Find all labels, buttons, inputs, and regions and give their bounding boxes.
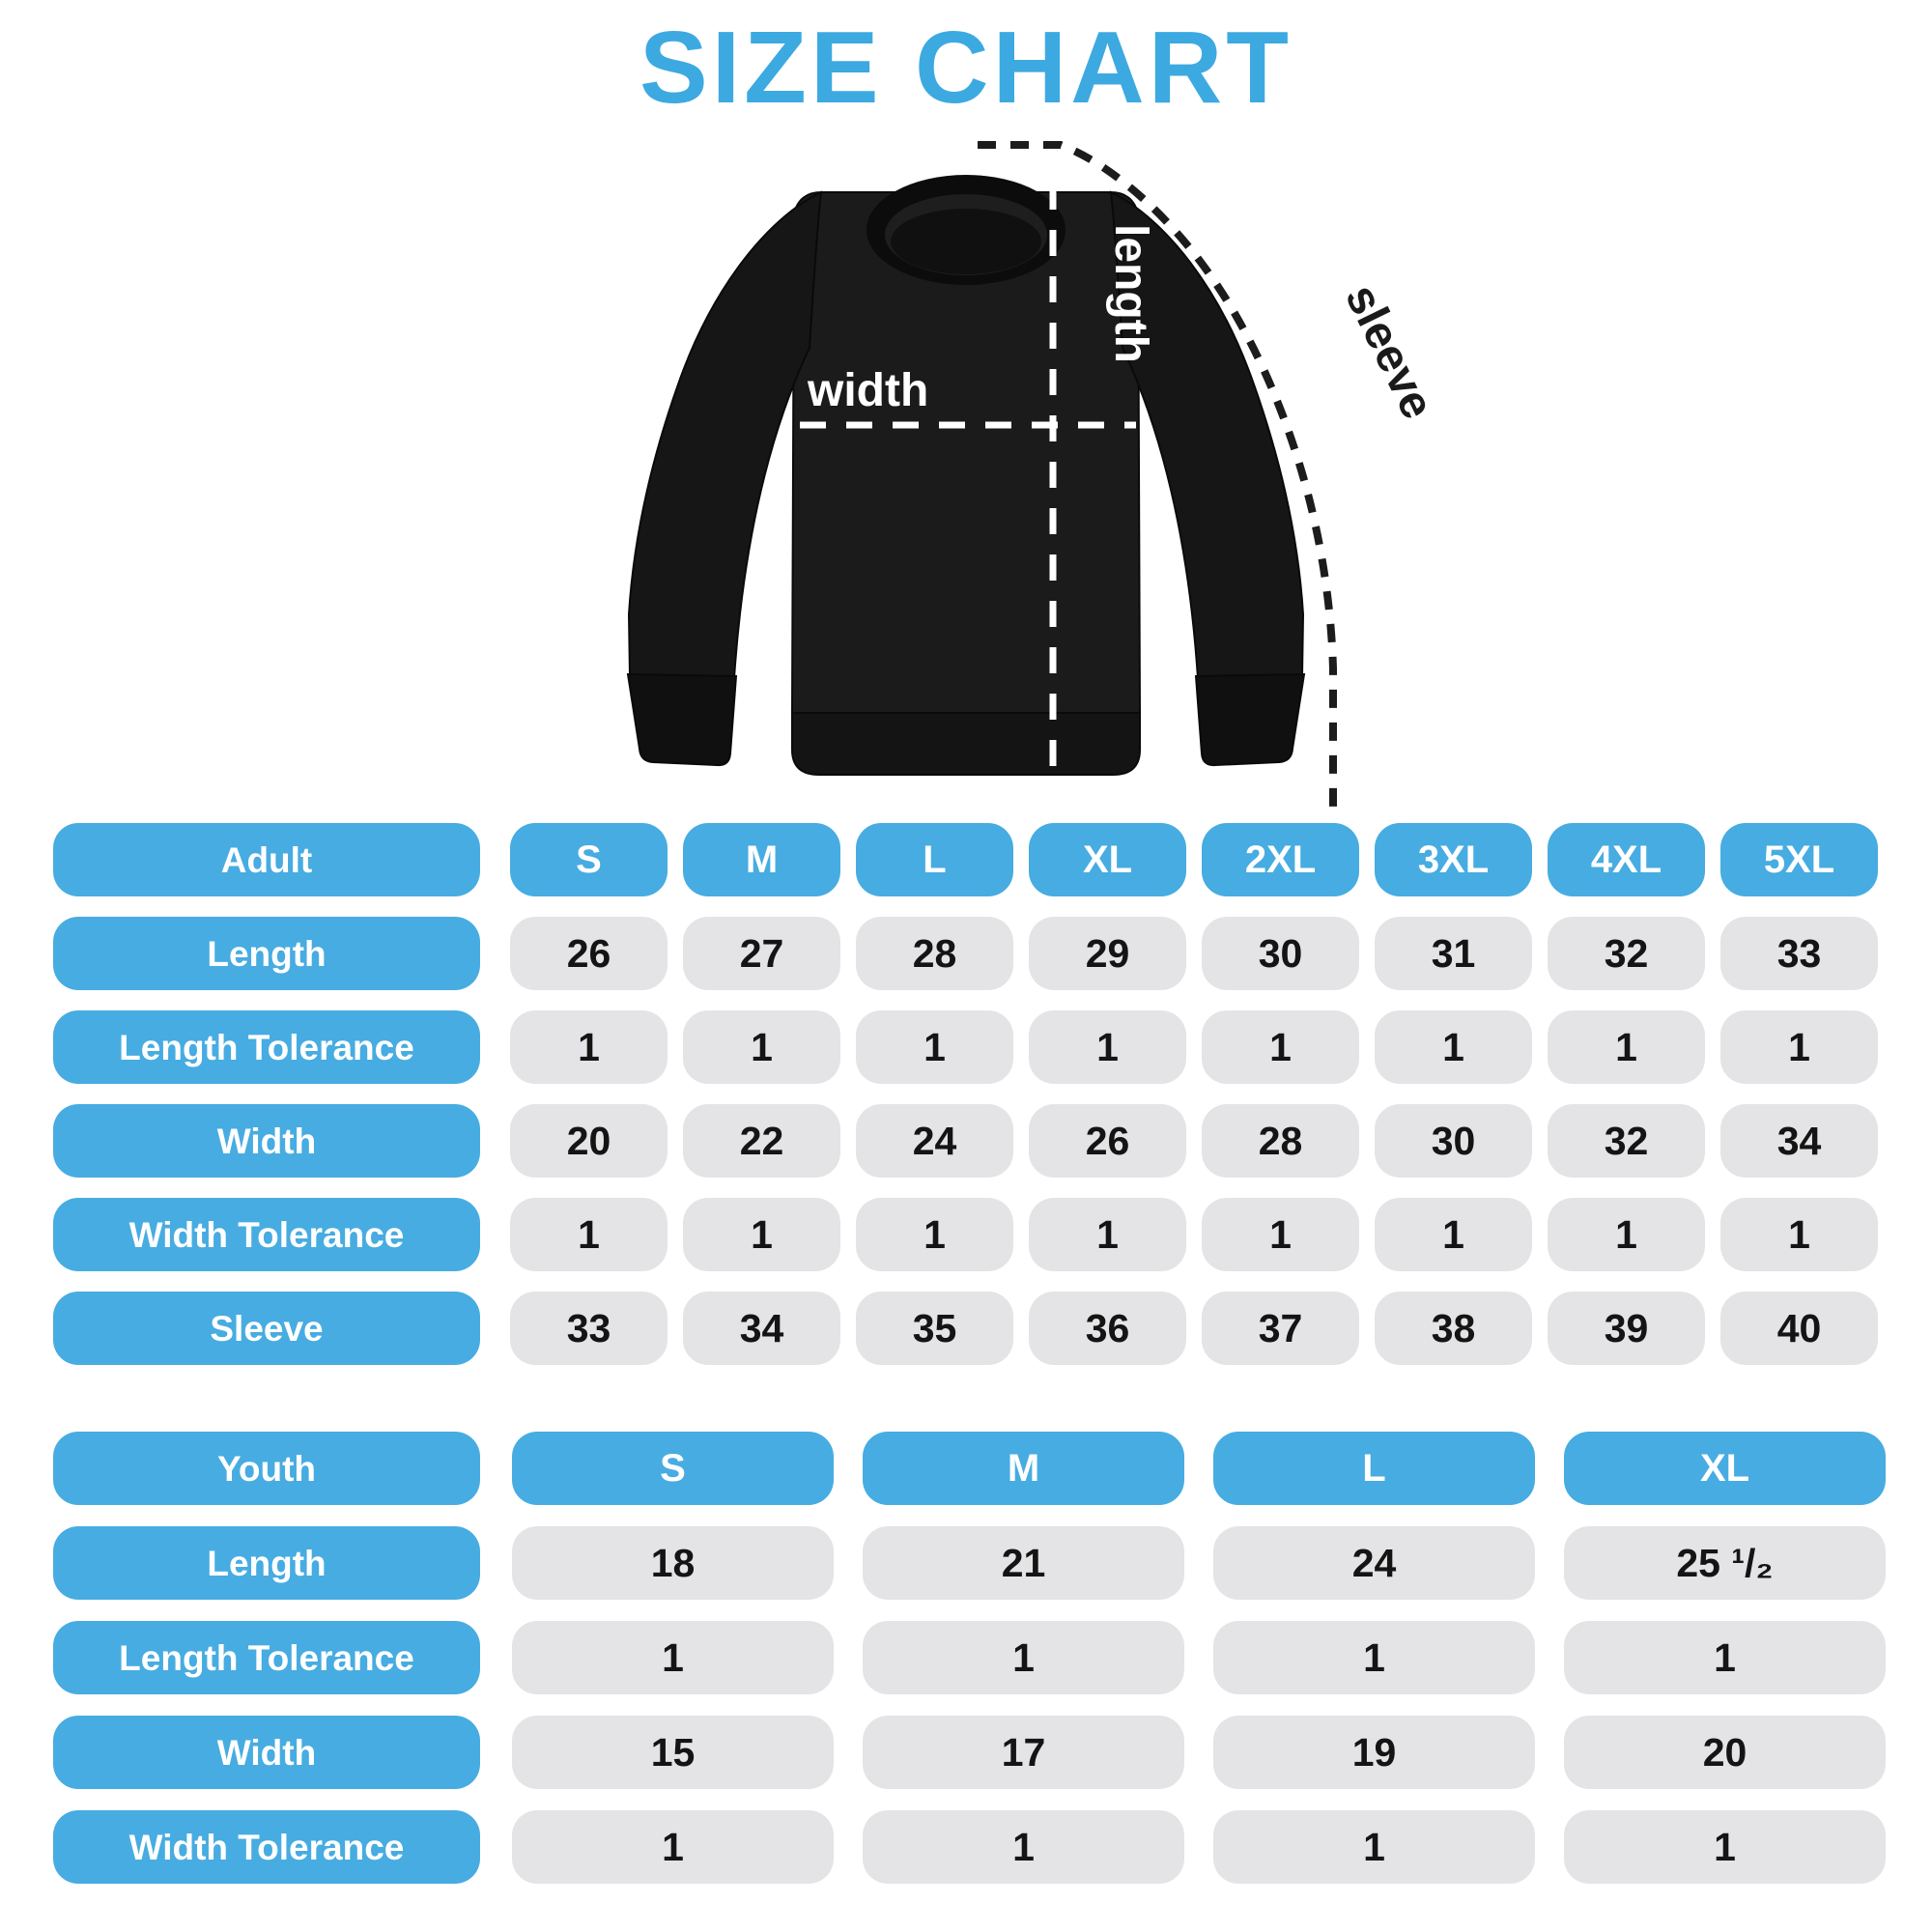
sleeve-measure-line xyxy=(978,141,1337,810)
size-header-cell: L xyxy=(1213,1432,1535,1505)
size-value-cell: 1 xyxy=(863,1621,1184,1694)
size-value-cell: 1 xyxy=(1548,1010,1705,1084)
sweatshirt-hem-band xyxy=(791,712,1141,776)
size-header-cell: XL xyxy=(1564,1432,1886,1505)
size-value-cell: 1 xyxy=(1564,1810,1886,1884)
size-header-cell: XL xyxy=(1029,823,1186,896)
size-value-cell: 1 xyxy=(1720,1198,1878,1271)
row-label: Width Tolerance xyxy=(53,1198,480,1271)
size-value-cell: 34 xyxy=(1720,1104,1878,1178)
size-value-cell: 24 xyxy=(856,1104,1013,1178)
size-header-cell: 4XL xyxy=(1548,823,1705,896)
size-value-cell: 1 xyxy=(1029,1010,1186,1084)
size-value-cell: 17 xyxy=(863,1716,1184,1789)
row-label: Length Tolerance xyxy=(53,1010,480,1084)
size-value-cell: 30 xyxy=(1375,1104,1532,1178)
size-header-cell: S xyxy=(512,1432,834,1505)
sweatshirt-collar xyxy=(867,175,1065,285)
size-value-cell: 15 xyxy=(512,1716,834,1789)
size-value-cell: 1 xyxy=(856,1010,1013,1084)
size-value-cell: 22 xyxy=(683,1104,840,1178)
size-value-cell: 26 xyxy=(510,917,668,990)
size-value-cell: 1 xyxy=(512,1621,834,1694)
sleeve-label: sleeve xyxy=(1335,277,1443,427)
size-value-cell: 1 xyxy=(856,1198,1013,1271)
size-value-cell: 1 xyxy=(1213,1621,1535,1694)
size-value-cell: 34 xyxy=(683,1292,840,1365)
size-value-cell: 1 xyxy=(1202,1198,1359,1271)
size-header-cell: 5XL xyxy=(1720,823,1878,896)
size-value-cell: 32 xyxy=(1548,1104,1705,1178)
size-value-cell: 1 xyxy=(1202,1010,1359,1084)
sweatshirt-diagram: width length sleeve xyxy=(0,0,1932,831)
size-header-cell: 2XL xyxy=(1202,823,1359,896)
size-value-cell: 26 xyxy=(1029,1104,1186,1178)
sweatshirt-left-cuff xyxy=(626,672,738,767)
size-value-cell: 1 xyxy=(1213,1810,1535,1884)
group-label: Adult xyxy=(53,823,480,896)
size-value-cell: 36 xyxy=(1029,1292,1186,1365)
size-value-cell: 1 xyxy=(863,1810,1184,1884)
size-value-cell: 33 xyxy=(510,1292,668,1365)
sweatshirt-right-cuff xyxy=(1194,672,1306,767)
size-header-cell: 3XL xyxy=(1375,823,1532,896)
size-value-cell: 28 xyxy=(856,917,1013,990)
size-value-cell: 40 xyxy=(1720,1292,1878,1365)
size-value-cell: 1 xyxy=(683,1198,840,1271)
row-label: Sleeve xyxy=(53,1292,480,1365)
sweatshirt-right-sleeve xyxy=(1109,190,1305,680)
size-value-cell: 31 xyxy=(1375,917,1532,990)
width-label: width xyxy=(807,365,928,416)
size-header-cell: L xyxy=(856,823,1013,896)
size-value-cell: 24 xyxy=(1213,1526,1535,1600)
size-value-cell: 1 xyxy=(512,1810,834,1884)
size-value-cell: 35 xyxy=(856,1292,1013,1365)
size-value-cell: 33 xyxy=(1720,917,1878,990)
size-value-cell: 30 xyxy=(1202,917,1359,990)
size-value-cell: 1 xyxy=(1029,1198,1186,1271)
size-value-cell: 21 xyxy=(863,1526,1184,1600)
size-value-cell: 19 xyxy=(1213,1716,1535,1789)
size-header-cell: S xyxy=(510,823,668,896)
adult-size-table: Adult S M L XL 2XL 3XL 4XL 5XL Length 26 27 28 29 30 31… xyxy=(53,823,1878,1365)
row-label: Length Tolerance xyxy=(53,1621,480,1694)
size-value-cell: 27 xyxy=(683,917,840,990)
row-label: Length xyxy=(53,917,480,990)
size-value-cell: 20 xyxy=(510,1104,668,1178)
size-value-cell: 1 xyxy=(683,1010,840,1084)
size-value-cell: 1 xyxy=(510,1010,668,1084)
row-label: Width Tolerance xyxy=(53,1810,480,1884)
row-label: Length xyxy=(53,1526,480,1600)
page-title: SIZE CHART xyxy=(639,11,1293,125)
size-value-cell: 28 xyxy=(1202,1104,1359,1178)
size-value-cell: 38 xyxy=(1375,1292,1532,1365)
size-value-cell: 1 xyxy=(1720,1010,1878,1084)
size-value-cell: 1 xyxy=(1375,1198,1532,1271)
size-value-cell: 1 xyxy=(1564,1621,1886,1694)
size-value-cell: 39 xyxy=(1548,1292,1705,1365)
size-value-cell: 25 ¹/₂ xyxy=(1564,1526,1886,1600)
size-value-cell: 1 xyxy=(1375,1010,1532,1084)
length-label: length xyxy=(1105,224,1156,363)
size-value-cell: 32 xyxy=(1548,917,1705,990)
youth-size-table: Youth S M L XL Length 18 21 24 25 ¹/₂ Length Toler… xyxy=(53,1432,1886,1884)
sweatshirt-left-sleeve xyxy=(627,190,823,680)
size-value-cell: 1 xyxy=(510,1198,668,1271)
size-value-cell: 1 xyxy=(1548,1198,1705,1271)
row-label: Width xyxy=(53,1716,480,1789)
size-header-cell: M xyxy=(683,823,840,896)
group-label: Youth xyxy=(53,1432,480,1505)
row-label: Width xyxy=(53,1104,480,1178)
size-header-cell: M xyxy=(863,1432,1184,1505)
size-value-cell: 29 xyxy=(1029,917,1186,990)
size-value-cell: 20 xyxy=(1564,1716,1886,1789)
size-value-cell: 37 xyxy=(1202,1292,1359,1365)
size-value-cell: 18 xyxy=(512,1526,834,1600)
